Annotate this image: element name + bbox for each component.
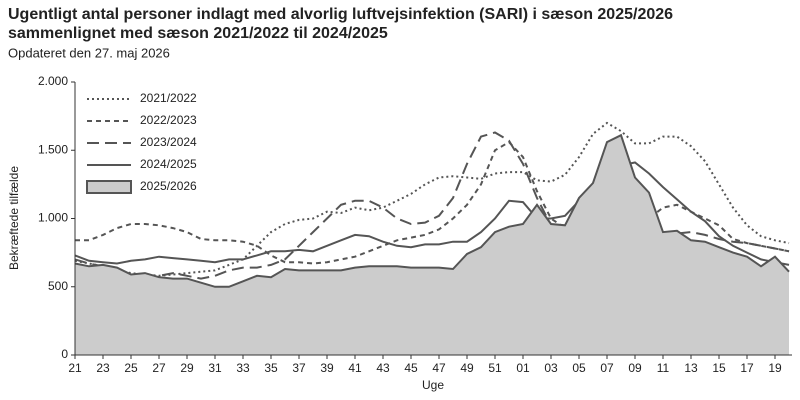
legend-swatch	[86, 180, 132, 194]
line	[74, 161, 790, 266]
x-tick-label: 11	[657, 361, 670, 375]
x-tick-label: 33	[236, 361, 250, 375]
x-tick-label: 01	[516, 361, 530, 375]
legend-label: 2023/2024	[140, 135, 197, 149]
line	[74, 133, 790, 288]
x-tick-label: 37	[292, 361, 306, 375]
x-tick-label: 13	[684, 361, 698, 375]
x-tick-label: 09	[628, 361, 642, 375]
x-tick-label: 29	[180, 361, 194, 375]
x-tick-label: 27	[152, 361, 166, 375]
line	[75, 140, 790, 265]
chart-title: Ugentligt antal personer indlagt med alv…	[8, 6, 673, 23]
x-tick-label: 05	[572, 361, 586, 375]
y-tick-label: 0	[61, 347, 68, 361]
x-tick-label: 19	[768, 361, 782, 375]
x-tick-label: 17	[740, 361, 754, 375]
area	[75, 135, 789, 355]
legend-label: 2025/2026	[140, 179, 197, 193]
legend-label: 2021/2022	[140, 91, 197, 105]
x-tick-label: 51	[488, 361, 502, 375]
x-tick-label: 07	[600, 361, 614, 375]
x-tick-label: 39	[320, 361, 334, 375]
x-tick-label: 35	[264, 361, 278, 375]
x-tick-label: 03	[544, 361, 558, 375]
legend-label: 2024/2025	[140, 157, 197, 171]
x-tick-label: 41	[348, 361, 362, 375]
x-tick-label: 15	[712, 361, 726, 375]
legend-label: 2022/2023	[140, 113, 197, 127]
x-axis-label: Uge	[422, 378, 444, 392]
y-tick-label: 2.000	[38, 74, 68, 88]
x-tick-label: 21	[68, 361, 82, 375]
x-tick-label: 23	[96, 361, 110, 375]
x-tick-label: 25	[124, 361, 138, 375]
y-tick-label: 1.000	[38, 211, 68, 225]
chart-title-line: sammenlignet med sæson 2021/2022 til 202…	[8, 25, 388, 42]
x-tick-label: 43	[376, 361, 390, 375]
chart-subtitle: Opdateret den 27. maj 2026	[8, 45, 170, 60]
line	[74, 121, 790, 277]
x-tick-label: 31	[208, 361, 222, 375]
x-tick-label: 49	[460, 361, 474, 375]
y-tick-label: 500	[48, 279, 68, 293]
x-tick-label: 45	[404, 361, 418, 375]
y-axis-label: Bekræftede tilfælde	[7, 166, 21, 270]
y-tick-label: 1.500	[38, 142, 68, 156]
x-tick-label: 47	[432, 361, 446, 375]
